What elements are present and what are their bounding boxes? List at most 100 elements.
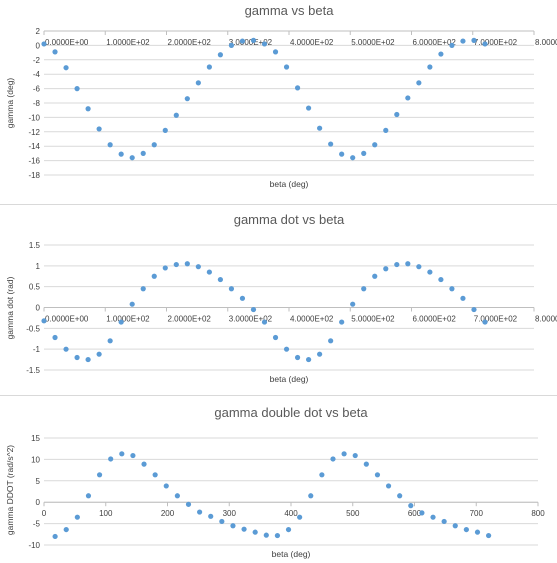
data-point xyxy=(74,354,80,361)
x-tick-label: 5.0000E+02 xyxy=(351,315,395,324)
x-tick-label: 200 xyxy=(161,509,175,518)
data-point xyxy=(85,493,92,499)
data-point xyxy=(41,41,47,47)
data-point xyxy=(52,49,58,55)
data-point xyxy=(317,125,323,131)
data-point xyxy=(452,523,458,529)
data-point xyxy=(52,533,58,540)
data-point xyxy=(363,461,369,467)
data-point xyxy=(228,286,235,292)
data-point xyxy=(107,142,113,148)
chart-title: gamma vs beta xyxy=(245,3,335,18)
data-point xyxy=(427,64,433,70)
data-point xyxy=(471,37,477,43)
y-tick-label: 2 xyxy=(36,27,41,36)
y-tick-label: 10 xyxy=(31,455,40,464)
data-point xyxy=(228,42,235,49)
data-point xyxy=(482,319,488,325)
y-tick-label: -14 xyxy=(28,142,40,151)
data-point xyxy=(118,319,124,325)
data-point xyxy=(317,351,323,357)
data-point xyxy=(283,346,290,352)
data-point xyxy=(374,472,381,478)
data-point xyxy=(383,266,389,272)
x-tick-label: 700 xyxy=(470,509,484,518)
data-point xyxy=(294,85,301,91)
data-point xyxy=(173,112,179,118)
chart-panel-gamma: gamma vs beta 2 0 -2 -4 -6 -8 -10 -12 -14 -16 -18 0.… xyxy=(0,0,557,204)
y-axis-label: gamma (deg) xyxy=(5,78,15,129)
x-tick-label: 300 xyxy=(223,509,237,518)
data-point xyxy=(352,452,358,459)
data-point xyxy=(217,276,223,283)
data-point xyxy=(74,86,80,92)
data-point xyxy=(482,41,488,47)
y-tick-label: -1.5 xyxy=(26,366,40,375)
data-point xyxy=(372,142,378,148)
x-tick-label: 2.0000E+02 xyxy=(168,38,212,47)
x-axis-label: beta (deg) xyxy=(270,179,309,189)
data-point xyxy=(184,261,190,267)
data-point xyxy=(261,319,268,325)
data-point xyxy=(308,493,314,499)
data-point xyxy=(151,273,157,279)
chart-panel-gamma-dot: gamma dot vs beta 1.5 1 0.5 0 -0.5 -1 -1.5 0.000… xyxy=(0,205,557,395)
data-point xyxy=(140,286,146,292)
y-tick-label: 0 xyxy=(36,304,41,313)
chart-divider xyxy=(0,204,557,205)
data-point xyxy=(328,141,334,147)
data-point xyxy=(330,456,336,462)
data-point xyxy=(361,286,367,292)
data-point xyxy=(63,346,69,352)
y-tick-label: -18 xyxy=(28,171,40,180)
data-point xyxy=(449,42,455,49)
data-point xyxy=(141,461,147,467)
chart-title: gamma double dot vs beta xyxy=(214,405,368,420)
data-point xyxy=(486,532,492,539)
data-point xyxy=(140,150,146,156)
data-point xyxy=(416,264,422,270)
data-point xyxy=(383,127,389,133)
data-point xyxy=(85,356,91,363)
y-tick-label: 5 xyxy=(36,477,41,486)
x-tick-label: 8.0000E+02 xyxy=(535,315,557,324)
data-point xyxy=(219,518,225,525)
chart-divider xyxy=(0,395,557,396)
data-point xyxy=(74,514,80,520)
x-tick-label: 800 xyxy=(531,509,545,518)
data-point xyxy=(339,319,345,325)
data-point xyxy=(263,532,269,538)
data-point xyxy=(96,126,102,132)
data-point xyxy=(119,451,125,457)
data-point xyxy=(197,509,203,515)
data-point xyxy=(108,456,114,462)
data-point xyxy=(385,483,392,489)
data-point xyxy=(419,510,425,516)
data-point xyxy=(372,273,378,279)
data-point xyxy=(195,80,201,86)
data-point xyxy=(328,338,334,344)
x-axis-label: beta (deg) xyxy=(272,549,311,559)
x-tick-label: 6.0000E+02 xyxy=(413,315,457,324)
data-point xyxy=(341,451,347,457)
data-point xyxy=(460,38,466,44)
data-point xyxy=(162,127,168,133)
data-point xyxy=(173,261,179,268)
data-point xyxy=(408,503,414,509)
x-tick-label: 0.0000E+00 xyxy=(45,315,89,324)
data-point xyxy=(130,452,136,459)
data-point xyxy=(297,514,303,520)
data-point xyxy=(394,261,400,268)
x-tick-label: 8.0000E+02 xyxy=(535,38,557,47)
y-tick-label: 1.5 xyxy=(29,241,41,250)
data-point xyxy=(96,472,103,478)
x-tick-label: 1.0000E+02 xyxy=(106,38,150,47)
y-tick-label: 15 xyxy=(31,434,40,443)
y-tick-label: 0 xyxy=(36,41,41,50)
data-point xyxy=(241,526,247,532)
x-tick-label: 5.0000E+02 xyxy=(351,38,395,47)
data-point xyxy=(185,501,192,507)
data-point xyxy=(294,354,301,361)
data-point xyxy=(163,483,169,489)
data-point xyxy=(96,351,102,357)
